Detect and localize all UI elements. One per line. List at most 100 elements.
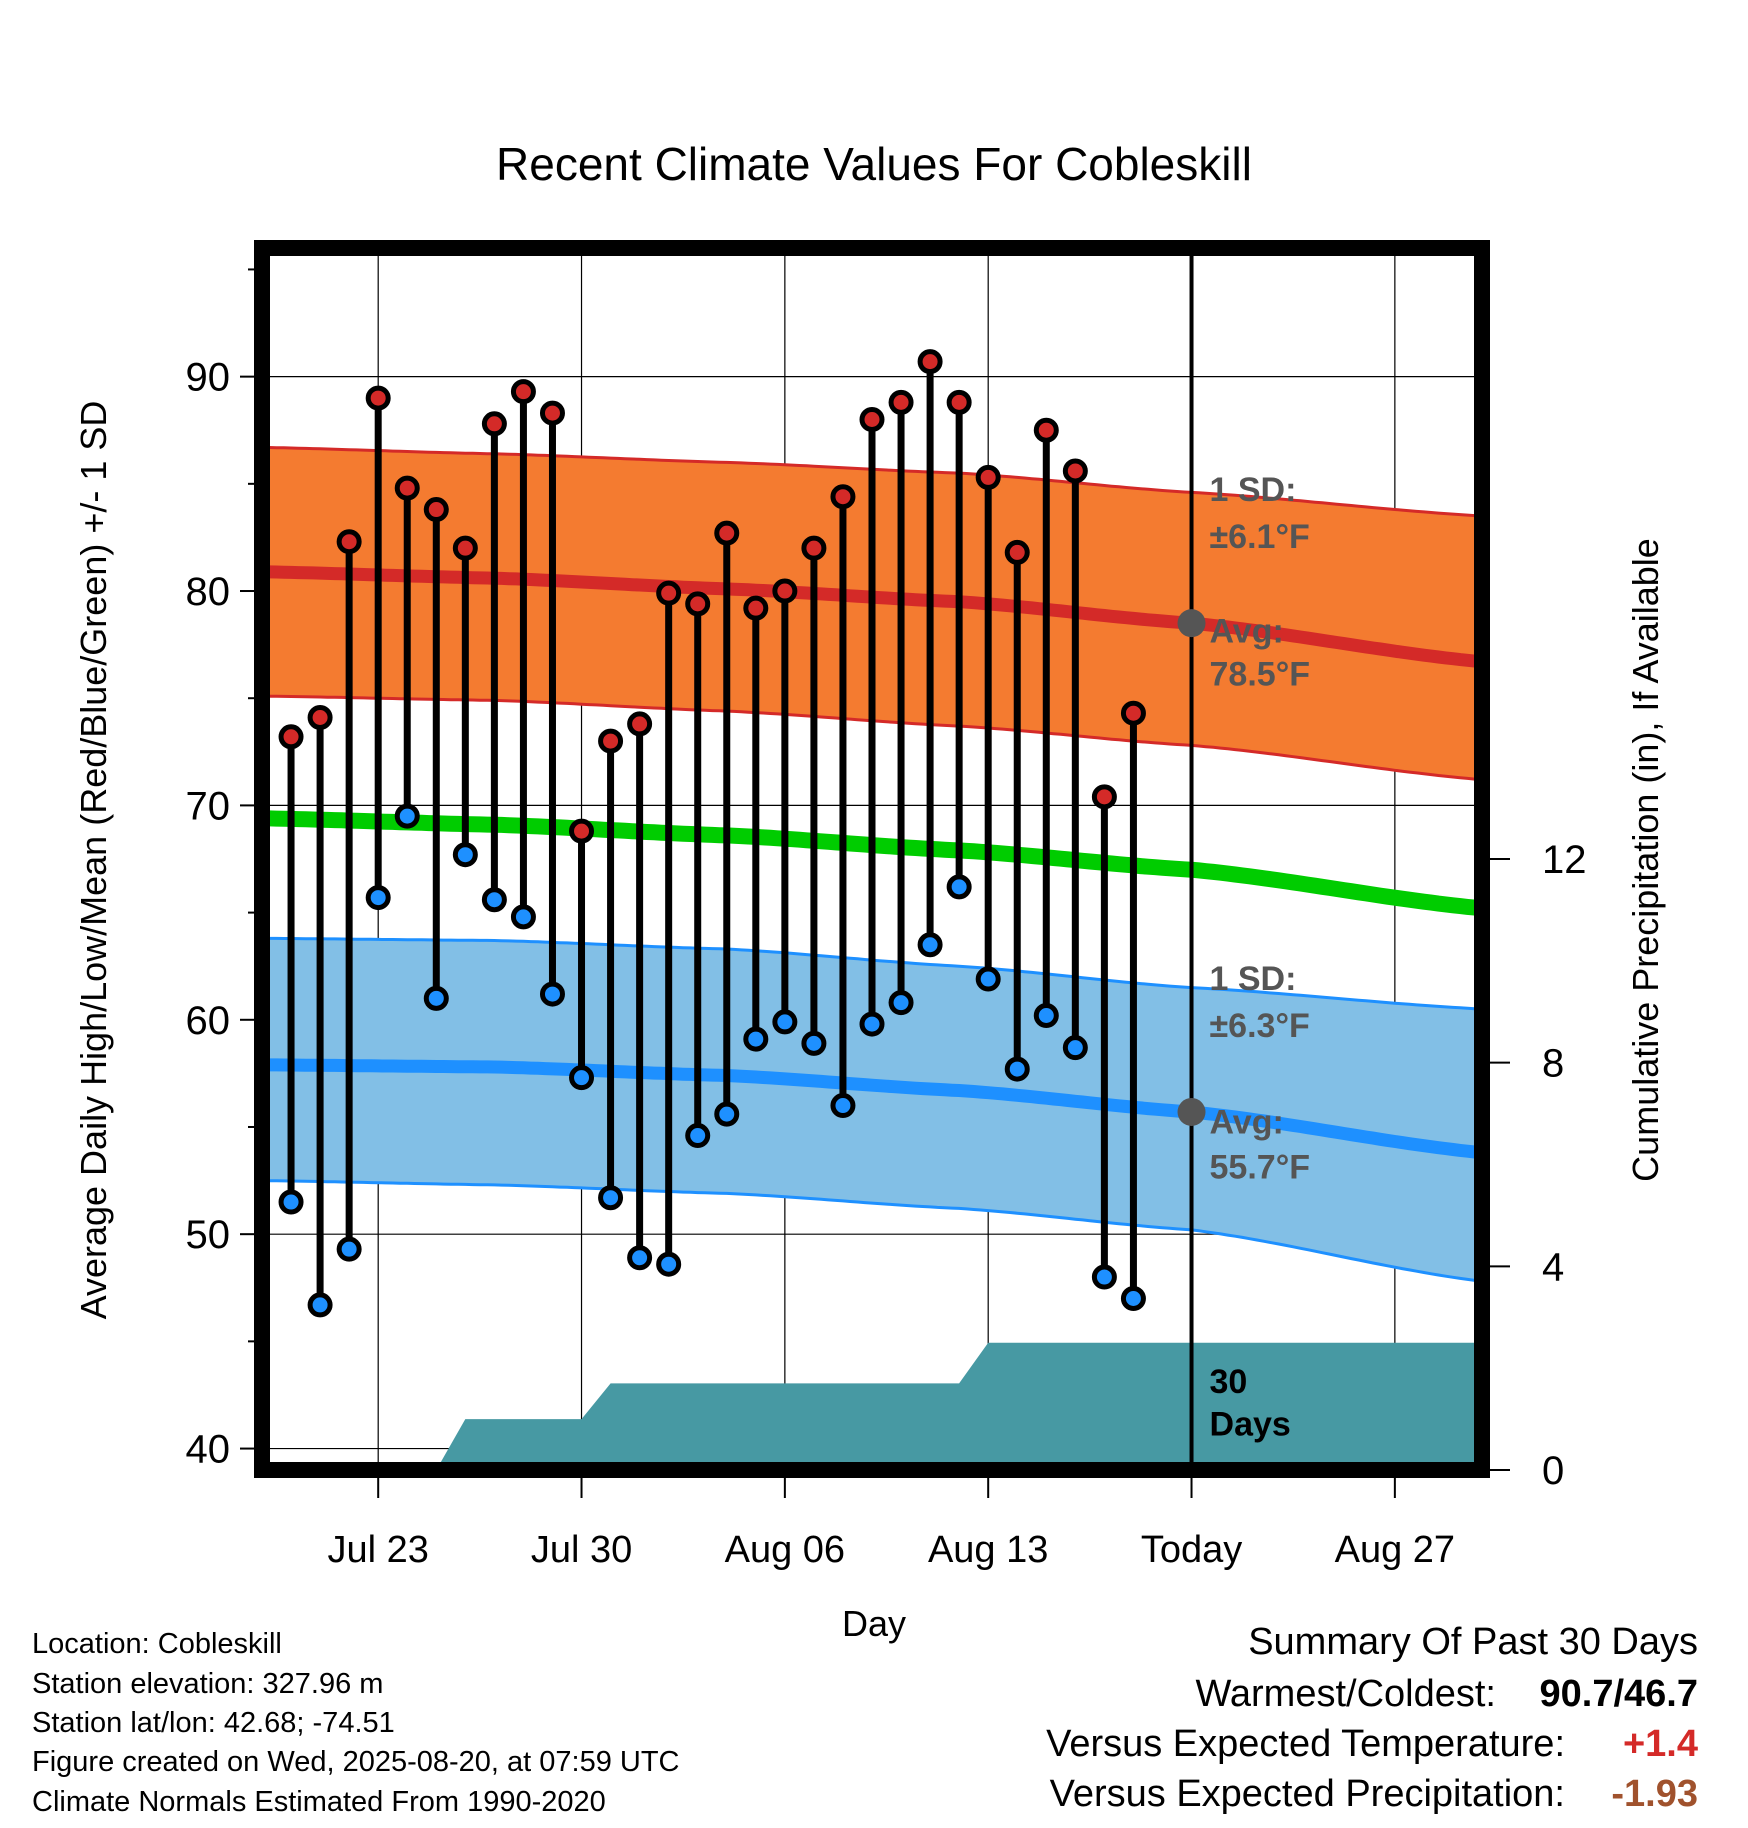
y-right-tick-label: 0: [1542, 1449, 1564, 1493]
obs-low-point: [946, 874, 972, 900]
obs-high-point: [627, 711, 653, 737]
obs-high-point: [1120, 700, 1146, 726]
obs-low-point: [772, 1009, 798, 1035]
obs-low-point: [714, 1101, 740, 1127]
precip-days-label-2: Days: [1210, 1406, 1291, 1444]
info-normals: Climate Normals Estimated From 1990-2020: [32, 1786, 606, 1818]
obs-low-point: [1004, 1056, 1030, 1082]
obs-high-point: [946, 389, 972, 415]
right-axis: 0 4 8 12: [1490, 838, 1587, 1493]
x-axis-label: Day: [842, 1603, 906, 1644]
obs-low-point: [830, 1093, 856, 1119]
obs-low-point: [307, 1292, 333, 1318]
y-axis-left-label: Average Daily High/Low/Mean (Red/Blue/Gr…: [73, 401, 114, 1320]
obs-low-point: [1062, 1035, 1088, 1061]
obs-high-point: [423, 497, 449, 523]
obs-low-point: [598, 1185, 624, 1211]
high-sd-value: ±6.1°F: [1210, 518, 1310, 556]
obs-low-point: [336, 1236, 362, 1262]
low-sd-value: ±6.3°F: [1210, 1007, 1310, 1045]
obs-high-point: [1033, 417, 1059, 443]
obs-high-point: [1062, 458, 1088, 484]
x-tick-label: Aug 06: [725, 1529, 845, 1571]
obs-high-point: [307, 705, 333, 731]
low-normal-line: [262, 1058, 1482, 1160]
high-avg-marker: [1177, 609, 1206, 638]
obs-high-point: [365, 385, 391, 411]
obs-low-point: [481, 887, 507, 913]
left-axis: 40 50 60 70 80 90: [186, 268, 254, 1472]
info-created: Figure created on Wed, 2025-08-20, at 07…: [32, 1746, 680, 1778]
obs-high-point: [336, 529, 362, 555]
obs-high-point: [801, 535, 827, 561]
info-latlon: Station lat/lon: 42.68; -74.51: [32, 1707, 395, 1739]
obs-low-point: [656, 1251, 682, 1277]
y-left-tick-label: 80: [186, 570, 231, 614]
obs-high-point: [830, 484, 856, 510]
obs-high-point: [1004, 539, 1030, 565]
high-avg-value: 78.5°F: [1210, 655, 1311, 693]
y-left-tick-label: 70: [186, 784, 231, 828]
y-right-tick-label: 8: [1542, 1042, 1564, 1086]
obs-low-point: [423, 985, 449, 1011]
precipitation-area: [262, 1342, 1482, 1470]
obs-low-point: [888, 990, 914, 1016]
obs-low-point: [510, 904, 536, 930]
x-axis: Jul 23 Jul 30 Aug 06 Aug 13 Today Aug 27: [327, 1478, 1455, 1571]
high-sd-title: 1 SD:: [1210, 471, 1297, 509]
obs-low-point: [394, 803, 420, 829]
obs-high-point: [394, 475, 420, 501]
low-avg-title: Avg:: [1210, 1103, 1284, 1141]
y-left-tick-label: 60: [186, 999, 231, 1043]
summary-title: Summary Of Past 30 Days: [1248, 1621, 1698, 1663]
summary-temp-label: Versus Expected Temperature:: [1046, 1723, 1565, 1765]
obs-low-point: [627, 1245, 653, 1271]
obs-low-point: [743, 1026, 769, 1052]
summary-warm-cold-label: Warmest/Coldest:: [1195, 1673, 1496, 1715]
obs-high-point: [656, 580, 682, 606]
info-elevation: Station elevation: 327.96 m: [32, 1668, 384, 1700]
chart-title: Recent Climate Values For Cobleskill: [496, 138, 1252, 190]
high-avg-title: Avg:: [1210, 612, 1284, 650]
obs-low-point: [539, 981, 565, 1007]
obs-low-point: [1091, 1264, 1117, 1290]
obs-high-point: [598, 728, 624, 754]
low-avg-marker: [1177, 1097, 1206, 1126]
obs-low-point: [569, 1065, 595, 1091]
plot-frame: [254, 240, 1490, 1478]
x-tick-label: Today: [1141, 1529, 1242, 1571]
obs-low-point: [452, 842, 478, 868]
summary-warm-cold-value: 90.7/46.7: [1540, 1673, 1698, 1715]
obs-low-point: [859, 1011, 885, 1037]
obs-low-point: [1033, 1003, 1059, 1029]
low-avg-value: 55.7°F: [1210, 1148, 1311, 1186]
low-sd-band: [262, 938, 1482, 1282]
summary-precip-label: Versus Expected Precipitation:: [1050, 1773, 1565, 1815]
obs-high-point: [452, 535, 478, 561]
obs-high-point: [539, 400, 565, 426]
y-left-tick-label: 90: [186, 356, 231, 400]
low-sd-lower-line: [262, 1179, 1482, 1283]
x-tick-label: Jul 30: [531, 1529, 632, 1571]
obs-high-point: [569, 818, 595, 844]
obs-low-point: [1120, 1285, 1146, 1311]
obs-high-point: [481, 411, 507, 437]
y-left-tick-label: 50: [186, 1213, 231, 1257]
obs-high-point: [510, 379, 536, 405]
obs-high-point: [743, 595, 769, 621]
x-tick-label: Aug 27: [1335, 1529, 1455, 1571]
y-right-tick-label: 4: [1542, 1245, 1564, 1289]
y-right-tick-label: 12: [1542, 838, 1587, 882]
obs-high-point: [278, 724, 304, 750]
obs-high-point: [714, 520, 740, 546]
summary-panel: Summary Of Past 30 Days Warmest/Coldest:…: [1046, 1621, 1698, 1815]
obs-high-point: [888, 389, 914, 415]
obs-high-point: [917, 349, 943, 375]
y-left-tick-label: 40: [186, 1428, 231, 1472]
x-tick-label: Aug 13: [928, 1529, 1048, 1571]
obs-low-point: [917, 932, 943, 958]
obs-low-point: [975, 966, 1001, 992]
obs-high-point: [685, 591, 711, 617]
x-tick-label: Jul 23: [327, 1529, 428, 1571]
